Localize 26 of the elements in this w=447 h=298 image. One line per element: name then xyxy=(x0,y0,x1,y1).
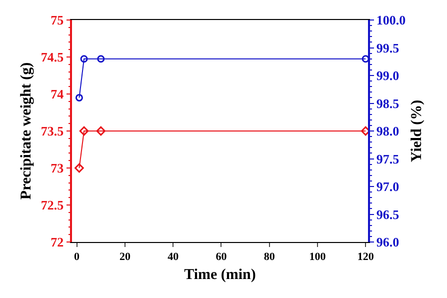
x-tick-label: 40 xyxy=(168,251,180,264)
x-tick-label: 20 xyxy=(119,251,131,264)
y2-tick-label: 99.5 xyxy=(376,40,400,56)
y-axis-title: Precipitate weight (g) xyxy=(18,62,35,200)
y-tick-label: 72 xyxy=(50,234,64,250)
y-tick-label: 72.5 xyxy=(40,198,64,213)
y-tick-label: 73.5 xyxy=(40,124,64,139)
y2-tick-label: 96.0 xyxy=(376,234,400,250)
y2-tick-label: 98.0 xyxy=(376,124,400,139)
y2-tick-label: 98.5 xyxy=(376,96,400,111)
y-tick-label: 74 xyxy=(50,86,64,102)
x-tick-label: 80 xyxy=(264,251,276,264)
y-tick-label: 75 xyxy=(50,12,64,28)
y2-axis-title: Yield (%) xyxy=(409,100,426,162)
y2-tick-label: 99.0 xyxy=(376,68,400,84)
y2-tick-label: 97.0 xyxy=(376,179,400,194)
x-tick-label: 120 xyxy=(357,251,374,264)
y2-tick-label: 97.5 xyxy=(376,151,400,166)
y-tick-label: 73 xyxy=(50,160,64,176)
x-tick-label: 100 xyxy=(309,251,326,264)
x-tick-label: 60 xyxy=(216,251,228,264)
y-tick-label: 74.5 xyxy=(40,50,64,65)
y2-tick-label: 100.0 xyxy=(376,12,406,28)
x-axis-title: Time (min) xyxy=(184,267,256,284)
x-tick-label: 0 xyxy=(74,251,80,264)
y2-tick-label: 96.5 xyxy=(376,206,400,222)
